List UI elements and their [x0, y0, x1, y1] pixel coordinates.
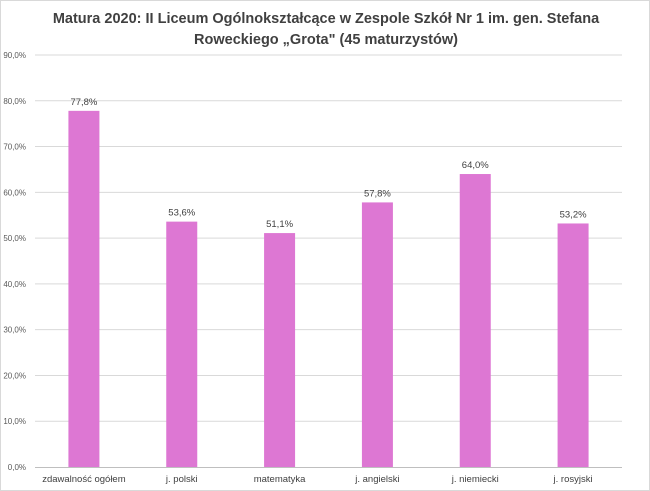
chart-title-line-1: Matura 2020: II Liceum Ogólnokształcące …: [52, 11, 600, 27]
x-tick-label: zdawalność ogółem: [42, 474, 126, 485]
x-axis-ticks: zdawalność ogółem j. polski matematyka j. a…: [42, 474, 592, 485]
y-tick-label: 30,0%: [3, 326, 26, 335]
y-tick-label: 70,0%: [3, 143, 26, 152]
chart-title-line-2: Roweckiego „Grota" (45 maturzystów): [194, 32, 458, 48]
y-tick-label: 80,0%: [3, 97, 26, 106]
bars: [68, 110, 589, 468]
chart-title: Matura 2020: II Liceum Ogólnokształcące …: [31, 9, 621, 51]
bar: [166, 221, 198, 467]
x-tick-label: j. angielski: [354, 474, 399, 485]
gridlines: [35, 54, 622, 422]
bar: [264, 233, 296, 467]
y-tick-label: 10,0%: [3, 417, 26, 426]
bar: [557, 223, 589, 467]
y-axis-ticks: 0,0% 10,0% 20,0% 30,0% 40,0% 50,0% 60,0% 70,0% 8…: [3, 51, 26, 472]
data-labels: 77,8% 53,6% 51,1% 57,8% 64,0% 53,2%: [70, 97, 587, 230]
data-label: 53,6%: [168, 208, 195, 219]
x-tick-label: j. niemiecki: [451, 474, 499, 485]
data-label: 51,1%: [266, 219, 293, 230]
y-tick-label: 0,0%: [8, 463, 26, 472]
data-label: 57,8%: [364, 188, 391, 199]
bar: [361, 202, 393, 467]
bar: [459, 174, 491, 467]
y-tick-label: 90,0%: [3, 51, 26, 60]
data-label: 64,0%: [462, 160, 489, 171]
x-tick-label: j. polski: [165, 474, 198, 485]
y-tick-label: 20,0%: [3, 371, 26, 380]
x-tick-label: matematyka: [254, 474, 306, 485]
y-tick-label: 50,0%: [3, 234, 26, 243]
x-tick-label: j. rosyjski: [553, 474, 593, 485]
y-tick-label: 40,0%: [3, 280, 26, 289]
data-label: 77,8%: [70, 97, 97, 108]
y-tick-label: 60,0%: [3, 188, 26, 197]
bar: [68, 110, 100, 468]
data-label: 53,2%: [560, 209, 587, 220]
